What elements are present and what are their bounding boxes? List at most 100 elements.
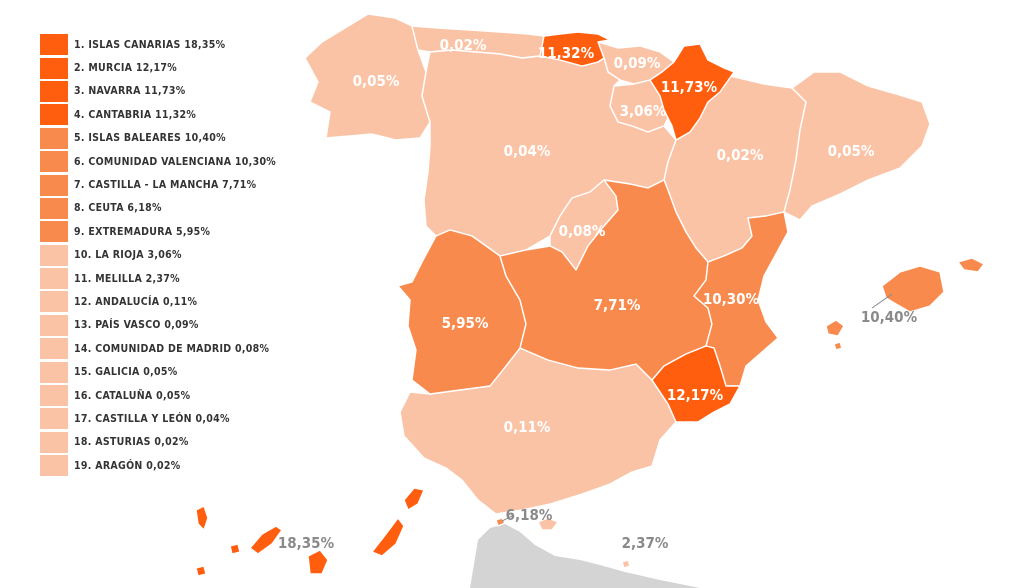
legend-label: 15. GALICIA 0,05% <box>74 366 178 379</box>
legend-swatch <box>40 408 68 430</box>
legend-swatch <box>40 151 68 173</box>
legend-label: 4. CANTABRIA 11,32% <box>74 108 197 121</box>
label-navarra: 11,73% <box>661 78 718 96</box>
label-la-rioja: 3,06% <box>620 102 667 120</box>
label-asturias: 0,02% <box>440 36 487 54</box>
legend-swatch <box>40 268 68 290</box>
leader-line-ceuta <box>501 515 513 522</box>
region-ceuta[interactable] <box>495 517 506 527</box>
legend-row: 12. ANDALUCÍA 0,11% <box>40 290 240 313</box>
legend-row: 9. EXTREMADURA 5,95% <box>40 220 240 243</box>
label-canarias: 18,35% <box>278 534 335 552</box>
legend-label: 10. LA RIOJA 3,06% <box>74 249 182 262</box>
legend-label: 1. ISLAS CANARIAS 18,35% <box>74 38 226 51</box>
legend-swatch <box>40 57 68 79</box>
label-andalucia: 0,11% <box>504 418 551 436</box>
legend-row: 19. ARAGÓN 0,02% <box>40 454 240 477</box>
legend-row: 1. ISLAS CANARIAS 18,35% <box>40 33 240 56</box>
leader-line-baleares <box>871 293 893 309</box>
legend-swatch <box>40 338 68 360</box>
legend-swatch <box>40 221 68 243</box>
legend: 1. ISLAS CANARIAS 18,35% 2. MURCIA 12,17%… <box>40 33 276 477</box>
legend-swatch <box>40 385 68 407</box>
legend-swatch <box>40 104 68 126</box>
legend-label: 16. CATALUÑA 0,05% <box>74 389 191 402</box>
legend-label: 5. ISLAS BALEARES 10,40% <box>74 132 226 145</box>
label-valencia: 10,30% <box>703 290 760 308</box>
legend-label: 19. ARAGÓN 0,02% <box>74 459 181 472</box>
legend-label: 2. MURCIA 12,17% <box>74 62 177 75</box>
legend-swatch <box>40 174 68 196</box>
label-aragon: 0,02% <box>717 146 764 164</box>
region-canarias-el-hierro[interactable] <box>195 565 207 577</box>
label-pais-vasco: 0,09% <box>614 54 661 72</box>
label-ceuta: 6,18% <box>506 506 553 524</box>
legend-row: 7. CASTILLA - LA MANCHA 7,71% <box>40 173 256 196</box>
legend-label: 6. COMUNIDAD VALENCIANA 10,30% <box>74 155 277 168</box>
region-canarias-lanzarote[interactable] <box>403 487 425 511</box>
label-melilla: 2,37% <box>622 534 669 552</box>
legend-swatch <box>40 244 68 266</box>
legend-label: 13. PAÍS VASCO 0,09% <box>74 319 199 332</box>
region-navarra[interactable] <box>649 43 735 141</box>
legend-row: 11. MELILLA 2,37% <box>40 267 240 290</box>
legend-swatch <box>40 291 68 313</box>
legend-swatch <box>40 80 68 102</box>
legend-swatch <box>40 127 68 149</box>
region-baleares-menorca[interactable] <box>957 257 985 273</box>
region-canarias-tenerife[interactable] <box>249 525 283 555</box>
legend-row: 8. CEUTA 6,18% <box>40 197 240 220</box>
region-castilla-la-mancha[interactable] <box>499 179 713 381</box>
label-castilla-la-mancha: 7,71% <box>594 296 641 314</box>
legend-swatch <box>40 314 68 336</box>
region-canarias-la-gomera[interactable] <box>229 543 241 555</box>
region-canarias-la-palma[interactable] <box>195 505 209 531</box>
label-galicia: 0,05% <box>353 72 400 90</box>
region-cantabria[interactable] <box>539 31 611 67</box>
legend-row: 16. CATALUÑA 0,05% <box>40 384 240 407</box>
legend-swatch <box>40 361 68 383</box>
legend-row: 3. NAVARRA 11,73% <box>40 80 240 103</box>
region-murcia[interactable] <box>651 345 741 423</box>
label-extremadura: 5,95% <box>442 314 489 332</box>
label-cataluna: 0,05% <box>828 142 875 160</box>
legend-row: 17. CASTILLA Y LEÓN 0,04% <box>40 407 240 430</box>
legend-row: 14. COMUNIDAD DE MADRID 0,08% <box>40 337 269 360</box>
legend-label: 7. CASTILLA - LA MANCHA 7,71% <box>74 179 257 192</box>
legend-row: 18. ASTURIAS 0,02% <box>40 431 240 454</box>
legend-label: 12. ANDALUCÍA 0,11% <box>74 295 198 308</box>
legend-row: 13. PAÍS VASCO 0,09% <box>40 314 240 337</box>
legend-row: 5. ISLAS BALEARES 10,40% <box>40 127 240 150</box>
label-castilla-leon: 0,04% <box>504 142 551 160</box>
legend-label: 8. CEUTA 6,18% <box>74 202 162 215</box>
region-canarias-gran-canaria[interactable] <box>307 549 329 575</box>
region-canarias-fuerteventura[interactable] <box>371 517 405 557</box>
legend-swatch <box>40 455 68 477</box>
legend-row: 10. LA RIOJA 3,06% <box>40 244 240 267</box>
legend-label: 17. CASTILLA Y LEÓN 0,04% <box>74 412 230 425</box>
legend-swatch <box>40 197 68 219</box>
region-melilla[interactable] <box>621 559 631 569</box>
legend-label: 18. ASTURIAS 0,02% <box>74 436 189 449</box>
region-cataluna[interactable] <box>783 71 931 221</box>
region-baleares-mallorca[interactable] <box>881 265 945 313</box>
region-baleares-formentera[interactable] <box>833 341 843 351</box>
islet-near-ceuta <box>537 517 559 531</box>
legend-row: 6. COMUNIDAD VALENCIANA 10,30% <box>40 150 276 173</box>
legend-row: 2. MURCIA 12,17% <box>40 56 240 79</box>
legend-row: 4. CANTABRIA 11,32% <box>40 103 240 126</box>
legend-label: 3. NAVARRA 11,73% <box>74 85 186 98</box>
label-madrid: 0,08% <box>559 222 606 240</box>
region-baleares-ibiza[interactable] <box>825 319 845 337</box>
legend-row: 15. GALICIA 0,05% <box>40 360 240 383</box>
foreign-land-africa <box>470 524 700 588</box>
legend-label: 14. COMUNIDAD DE MADRID 0,08% <box>74 342 270 355</box>
label-baleares: 10,40% <box>861 308 918 326</box>
legend-label: 11. MELILLA 2,37% <box>74 272 180 285</box>
legend-swatch <box>40 431 68 453</box>
legend-label: 9. EXTREMADURA 5,95% <box>74 225 211 238</box>
label-cantabria: 11,32% <box>538 44 595 62</box>
label-murcia: 12,17% <box>667 386 724 404</box>
legend-swatch <box>40 34 68 56</box>
